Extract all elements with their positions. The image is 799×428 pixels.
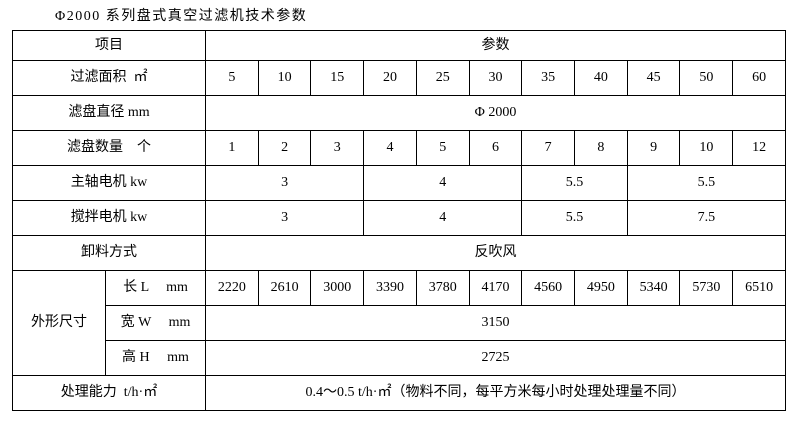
agitator-motor-value: 5.5	[521, 200, 628, 236]
filter-area-value: 60	[732, 60, 786, 96]
dim-height-label: 高 H mm	[105, 340, 206, 376]
filter-area-value: 40	[574, 60, 628, 96]
main-motor-label: 主轴电机 kw	[12, 165, 206, 201]
header-item-cell: 项目	[12, 30, 206, 61]
filter-area-value: 50	[679, 60, 734, 96]
filter-area-value: 30	[468, 60, 523, 96]
filter-area-label: 过滤面积 ㎡	[12, 60, 206, 96]
disc-diameter-row: 滤盘直径 mm Φ 2000	[12, 95, 786, 131]
dim-length-value: 2610	[257, 270, 312, 306]
disc-count-value: 8	[574, 130, 628, 166]
disc-diameter-value: Φ 2000	[205, 95, 786, 131]
disc-count-value: 12	[732, 130, 786, 166]
filter-area-value: 20	[363, 60, 417, 96]
discharge-row: 卸料方式 反吹风	[12, 235, 786, 271]
capacity-row: 处理能力 t/h·㎡ 0.4～0.5 t/h·㎡（物料不同，每平方米每小时处理处…	[12, 375, 786, 411]
discharge-label: 卸料方式	[12, 235, 206, 271]
dim-length-value: 5340	[626, 270, 681, 306]
dim-width-value: 3150	[205, 305, 786, 341]
agitator-motor-value: 7.5	[626, 200, 787, 236]
discharge-value: 反吹风	[205, 235, 786, 271]
dim-length-value: 3000	[310, 270, 365, 306]
disc-count-value: 3	[310, 130, 365, 166]
disc-count-value: 4	[363, 130, 417, 166]
filter-area-value: 10	[257, 60, 312, 96]
dim-width-label: 宽 W mm	[105, 305, 206, 341]
disc-count-value: 5	[415, 130, 470, 166]
spec-table: 项目 参数 过滤面积 ㎡ 5 10 15 20 25 30 35 40 45 5…	[12, 30, 787, 411]
disc-diameter-label: 滤盘直径 mm	[12, 95, 206, 131]
agitator-motor-row: 搅拌电机 kw 3 4 5.5 7.5	[12, 200, 787, 236]
main-motor-row: 主轴电机 kw 3 4 5.5 5.5	[12, 165, 787, 201]
dim-length-value: 4950	[574, 270, 628, 306]
dim-length-label: 长 L mm	[105, 270, 206, 306]
filter-area-value: 5	[205, 60, 259, 96]
main-motor-value: 5.5	[626, 165, 787, 201]
agitator-motor-label: 搅拌电机 kw	[12, 200, 206, 236]
dim-width-row: 宽 W mm 3150	[13, 305, 786, 341]
disc-count-value: 10	[679, 130, 734, 166]
main-motor-value: 3	[204, 165, 365, 201]
dimensions-label: 外形尺寸	[12, 270, 106, 376]
filter-area-value: 35	[521, 60, 576, 96]
dim-length-value: 5730	[679, 270, 734, 306]
dim-length-value: 6510	[732, 270, 786, 306]
disc-count-row: 滤盘数量 个 1 2 3 4 5 6 7 8 9 10 12	[12, 130, 786, 166]
disc-count-value: 7	[521, 130, 576, 166]
dim-length-value: 3780	[415, 270, 470, 306]
filter-area-row: 过滤面积 ㎡ 5 10 15 20 25 30 35 40 45 50 60	[12, 60, 786, 96]
disc-count-label: 滤盘数量 个	[12, 130, 206, 166]
disc-count-value: 9	[626, 130, 681, 166]
main-motor-value: 4	[363, 165, 523, 201]
main-motor-value: 5.5	[521, 165, 628, 201]
dim-length-value: 4560	[521, 270, 576, 306]
capacity-value: 0.4～0.5 t/h·㎡（物料不同，每平方米每小时处理处理量不同）	[205, 375, 786, 411]
disc-count-value: 1	[205, 130, 259, 166]
filter-area-value: 25	[415, 60, 470, 96]
page-title: Φ2000 系列盘式真空过滤机技术参数	[55, 9, 308, 24]
filter-area-value: 45	[626, 60, 681, 96]
capacity-label: 处理能力 t/h·㎡	[12, 375, 206, 411]
dim-length-value: 2220	[205, 270, 259, 306]
header-params-cell: 参数	[205, 30, 786, 61]
disc-count-value: 6	[468, 130, 523, 166]
header-row: 项目 参数	[12, 30, 786, 61]
dim-length-value: 3390	[363, 270, 417, 306]
disc-count-value: 2	[257, 130, 312, 166]
filter-area-value: 15	[310, 60, 365, 96]
dim-length-value: 4170	[468, 270, 523, 306]
dim-height-row: 高 H mm 2725	[13, 340, 786, 376]
agitator-motor-value: 3	[204, 200, 365, 236]
dim-length-row: 外形尺寸 长 L mm 2220 2610 3000 3390 3780 417…	[12, 270, 786, 376]
dim-height-value: 2725	[205, 340, 786, 376]
agitator-motor-value: 4	[363, 200, 523, 236]
